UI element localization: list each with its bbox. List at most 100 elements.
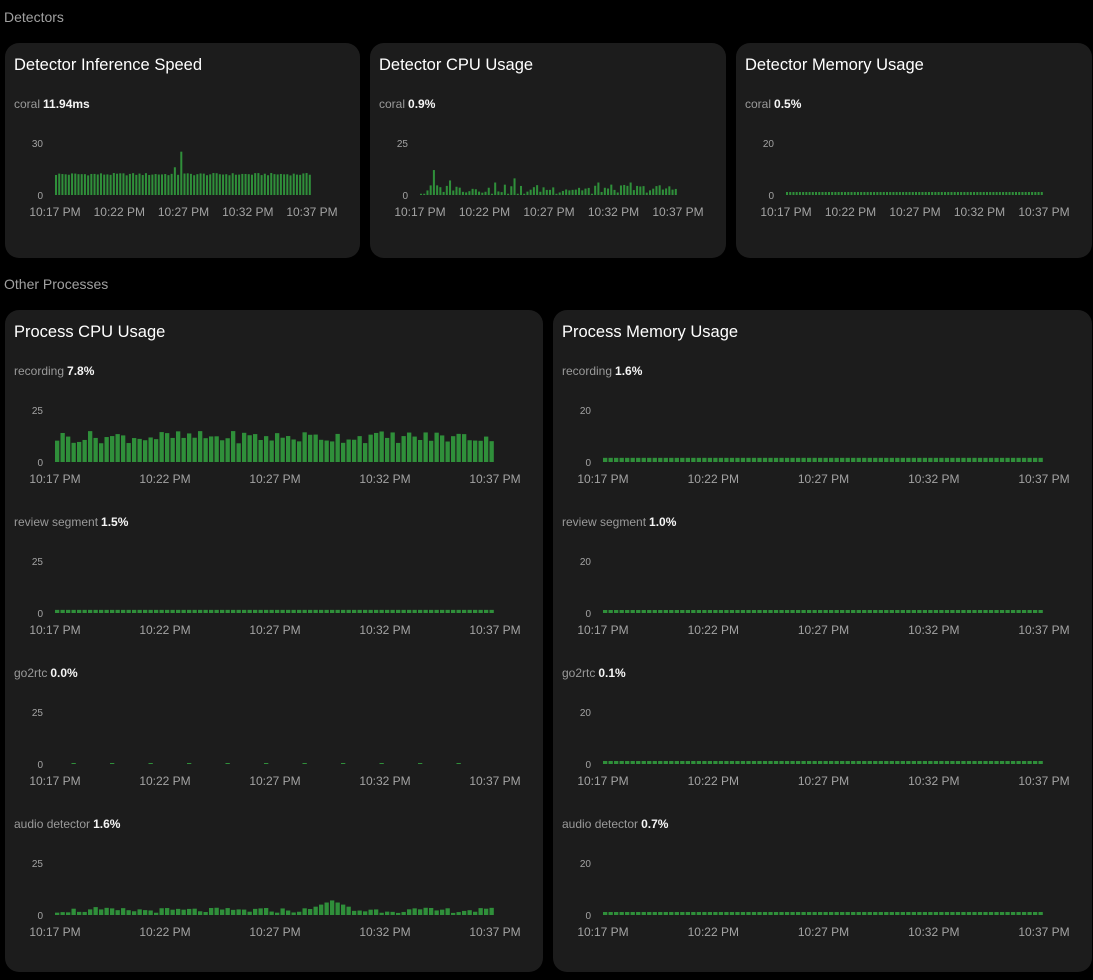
chart-bar (451, 609, 456, 613)
metric-value: 1.6% (93, 817, 121, 831)
chart-bar (917, 457, 922, 462)
metric-coral: coral 0.5% (745, 97, 801, 113)
chart-bar (244, 173, 247, 195)
chart-bar (983, 761, 988, 764)
x-tick-label: 10:32 PM (588, 205, 639, 219)
chart-bar (933, 761, 939, 764)
chart-bar (461, 191, 464, 195)
chart-bar (963, 192, 966, 195)
chart-bar (297, 609, 302, 613)
chart-bar (121, 609, 126, 613)
chart-bar (866, 192, 869, 195)
chart-bar (597, 182, 600, 195)
chart-bar (555, 193, 558, 195)
chart-bar (762, 912, 768, 915)
x-tick-label: 10:37 PM (1018, 925, 1069, 939)
chart-bar (1038, 761, 1043, 764)
chart-bar (636, 185, 639, 195)
chart-bar (702, 912, 707, 915)
card-title: Process CPU Usage (14, 323, 166, 341)
chart-bar (236, 609, 241, 613)
metric-name: coral (745, 97, 772, 111)
chart-bar (474, 189, 477, 195)
chart-bar (141, 175, 144, 195)
chart-bar (1018, 192, 1021, 195)
chart-bar (862, 457, 867, 462)
chart-bar (878, 610, 883, 613)
chart-bar (214, 436, 219, 462)
x-tick-label: 10:32 PM (908, 774, 959, 788)
x-tick-label: 10:32 PM (359, 472, 410, 486)
chart-bar (308, 909, 313, 915)
chart-bar (196, 174, 199, 195)
chart-bar (823, 761, 828, 764)
chart-bar (773, 610, 779, 613)
chart-bar (648, 190, 652, 195)
metric-value: 7.8% (67, 364, 95, 378)
chart-bar (270, 173, 273, 195)
chart-bar (805, 192, 808, 195)
chart-bar (77, 441, 82, 462)
chart-bar (209, 174, 212, 195)
chart-bar (177, 174, 180, 195)
chart-bar (911, 912, 917, 915)
chart-bar (231, 609, 236, 613)
chart-bar (283, 174, 286, 195)
chart-bar (363, 609, 368, 613)
go2rtc-chart: 20 0 10:17 PM 10:22 PM 10:27 PM 10:32 PM 10:37… (553, 708, 1092, 789)
x-tick-label: 10:27 PM (249, 925, 300, 939)
chart-bar (616, 192, 619, 195)
metric-value: 0.5% (774, 97, 802, 111)
y-tick-label: 0 (585, 911, 591, 922)
chart-bar (647, 761, 652, 764)
chart-bar (436, 185, 439, 195)
chart-bar (691, 610, 696, 613)
chart-bar (867, 610, 872, 613)
chart-bar (895, 610, 900, 613)
chart-bar (966, 761, 972, 764)
chart-bar (940, 192, 943, 195)
chart-bar (1016, 761, 1021, 764)
chart-bar (401, 609, 406, 613)
chart-bar (198, 911, 203, 915)
chart-bar (795, 761, 801, 764)
chart-bar (658, 185, 661, 195)
chart-bar (757, 610, 762, 613)
chart-bar (319, 904, 324, 915)
chart-bar (1040, 192, 1043, 195)
chart-bar (192, 908, 197, 915)
x-tick-label: 10:22 PM (688, 925, 739, 939)
chart-bar (790, 457, 795, 462)
chart-bar (977, 761, 983, 764)
chart-bar (944, 610, 950, 613)
chart-bar (82, 911, 87, 915)
chart-bar (539, 191, 542, 195)
chart-bar (74, 173, 77, 195)
chart-bar (1016, 610, 1021, 613)
chart-bar (878, 912, 883, 915)
x-tick-label: 10:22 PM (459, 205, 510, 219)
chart-bar (66, 609, 71, 613)
chart-bar (707, 457, 713, 462)
chart-bar (451, 436, 456, 462)
chart-bar (71, 763, 76, 764)
chart-bar (685, 761, 690, 764)
chart-bar (165, 433, 170, 462)
metric-value: 0.7% (641, 817, 669, 831)
chart-bar (170, 609, 175, 613)
chart-bar (1014, 192, 1018, 195)
chart-bar (1010, 761, 1016, 764)
y-tick-label: 20 (580, 708, 592, 719)
chart-bar (671, 189, 674, 195)
chart-bar (143, 910, 148, 915)
chart-bar (713, 761, 718, 764)
chart-bar (784, 912, 790, 915)
chart-bar (950, 610, 955, 613)
x-tick-label: 10:17 PM (29, 472, 80, 486)
chart-bar (368, 909, 373, 915)
chart-bar (154, 609, 159, 613)
chart-bar (77, 174, 80, 195)
chart-bar (702, 457, 707, 462)
y-tick-label: 0 (37, 191, 43, 202)
chart-bar (164, 174, 167, 195)
